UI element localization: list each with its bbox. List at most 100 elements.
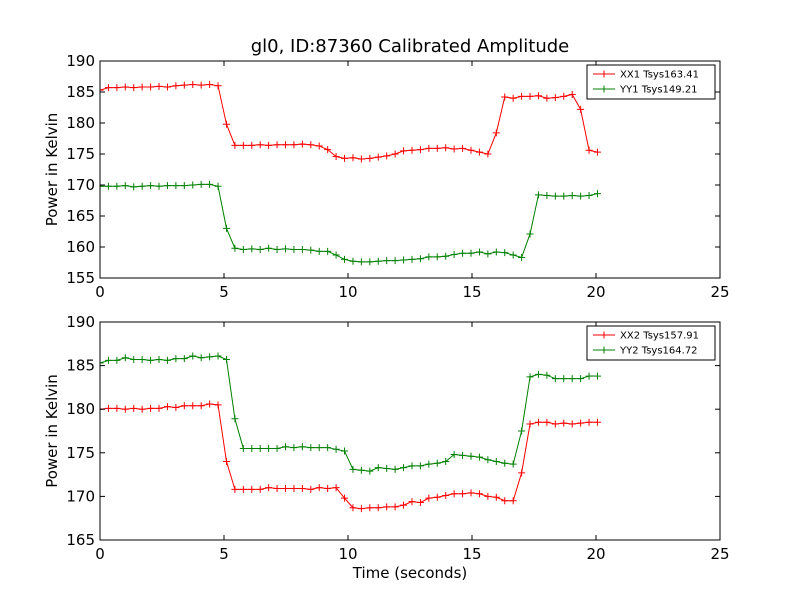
data-point	[113, 356, 121, 364]
data-point	[298, 140, 306, 148]
data-point	[518, 469, 526, 477]
data-point	[585, 418, 593, 426]
series-1	[100, 81, 601, 163]
x-tick-label: 0	[95, 545, 105, 563]
data-point	[416, 462, 424, 470]
legend: XX1 Tsys163.41 YY1 Tsys149.21	[586, 64, 716, 100]
data-point	[357, 466, 365, 474]
data-point	[315, 444, 323, 452]
data-point	[172, 182, 180, 190]
data-point	[467, 146, 475, 154]
data-point	[475, 490, 483, 498]
data-point	[560, 419, 568, 427]
data-point	[256, 141, 264, 149]
top-subplot: 0 5 10 15 20 25 155 160 165 170 175 180 185 190 Power …	[43, 52, 730, 301]
data-point	[349, 154, 357, 162]
data-point	[501, 497, 509, 505]
data-point	[577, 419, 585, 427]
data-point	[450, 490, 458, 498]
data-point	[180, 355, 188, 363]
data-point	[180, 81, 188, 89]
data-point	[593, 190, 601, 198]
data-point	[332, 445, 340, 453]
data-point	[366, 154, 374, 162]
data-point	[560, 375, 568, 383]
data-point	[248, 141, 256, 149]
data-point	[366, 467, 374, 475]
y-tick-label: 175	[66, 444, 95, 462]
data-point	[568, 375, 576, 383]
data-point	[214, 182, 222, 190]
data-point	[324, 146, 332, 154]
data-point	[256, 245, 264, 253]
data-point	[475, 248, 483, 256]
y-tick-label: 170	[66, 487, 95, 505]
legend-label: XX1 Tsys163.41	[620, 70, 699, 81]
data-point	[560, 192, 568, 200]
y-tick-label: 185	[66, 83, 95, 101]
data-point	[551, 375, 559, 383]
x-axis-label: Time (seconds)	[352, 564, 468, 582]
data-point	[121, 354, 129, 362]
x-tick-label: 20	[586, 283, 605, 301]
data-point	[104, 356, 112, 364]
data-point	[593, 148, 601, 156]
data-point	[315, 247, 323, 255]
data-point	[492, 248, 500, 256]
data-point	[298, 245, 306, 253]
data-point	[374, 153, 382, 161]
y-tick-label: 175	[66, 145, 95, 163]
data-point	[104, 84, 112, 92]
data-point	[256, 485, 264, 493]
data-point	[442, 458, 450, 466]
data-point	[189, 352, 197, 360]
data-point	[231, 415, 239, 423]
data-point	[568, 90, 576, 98]
data-point	[163, 403, 171, 411]
data-point	[484, 250, 492, 258]
data-point	[442, 144, 450, 152]
bottom-subplot: 0 5 10 15 20 25 165 170 175 180 185 190 Power in Kel…	[43, 313, 730, 563]
data-point	[383, 503, 391, 511]
data-point	[408, 498, 416, 506]
data-point	[290, 245, 298, 253]
data-point	[400, 464, 408, 472]
data-point	[357, 258, 365, 266]
data-point	[383, 464, 391, 472]
data-point	[484, 456, 492, 464]
data-point	[307, 141, 315, 149]
data-point	[214, 82, 222, 90]
data-point	[138, 405, 146, 413]
data-point	[425, 494, 433, 502]
y-tick-label: 165	[66, 531, 95, 549]
data-point	[155, 404, 163, 412]
data-point	[585, 372, 593, 380]
data-point	[104, 404, 112, 412]
data-point	[307, 485, 315, 493]
data-point	[391, 465, 399, 473]
data-point	[180, 402, 188, 410]
data-point	[593, 418, 601, 426]
data-point	[248, 485, 256, 493]
series-2	[100, 180, 601, 266]
y-tick-label: 160	[66, 238, 95, 256]
data-point	[383, 257, 391, 265]
data-point	[130, 84, 138, 92]
data-point	[459, 249, 467, 257]
data-point	[408, 462, 416, 470]
data-point	[265, 444, 273, 452]
data-point	[273, 141, 281, 149]
data-point	[214, 352, 222, 360]
data-point	[577, 375, 585, 383]
data-point	[526, 92, 534, 100]
data-point	[155, 355, 163, 363]
data-point	[383, 152, 391, 160]
y-tick-label: 180	[66, 114, 95, 132]
legend-marker	[600, 346, 608, 354]
data-point	[239, 485, 247, 493]
figure-title: gl0, ID:87360 Calibrated Amplitude	[251, 36, 570, 57]
data-point	[324, 444, 332, 452]
data-point	[147, 83, 155, 91]
data-point	[273, 485, 281, 493]
series-2	[100, 352, 601, 475]
